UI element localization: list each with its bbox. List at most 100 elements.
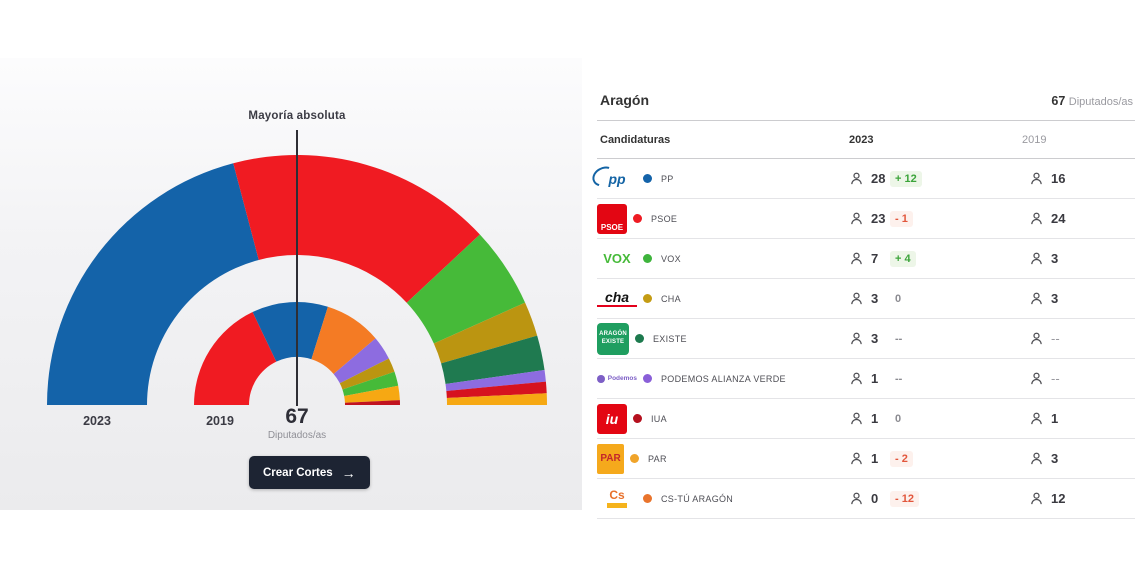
column-2019: 2019 bbox=[1022, 134, 1047, 146]
party-logo: pp bbox=[589, 162, 637, 190]
arc-2019-cs bbox=[311, 306, 376, 374]
seats-2019: 24 bbox=[1029, 211, 1065, 226]
seats-2019: 1 bbox=[1029, 411, 1058, 426]
seats-2019: -- bbox=[1029, 331, 1060, 346]
table-row: Podemos PODEMOS ALIANZA VERDE 1 -- -- bbox=[597, 359, 1135, 399]
seats-diff: + 4 bbox=[890, 250, 916, 267]
party-name: PP bbox=[661, 173, 674, 184]
total-seats-unit: Diputados/as bbox=[267, 430, 327, 441]
party-name: PODEMOS ALIANZA VERDE bbox=[661, 373, 786, 384]
seats-2019: 3 bbox=[1029, 251, 1058, 266]
party-color-dot bbox=[630, 454, 639, 463]
party-name: PSOE bbox=[651, 213, 678, 224]
results-panel: Aragón 67 Diputados/as Candidaturas 2023… bbox=[589, 88, 1135, 519]
header-total-number: 67 bbox=[1051, 94, 1066, 108]
seats-2023-value: 1 bbox=[871, 411, 879, 426]
seats-2023-value: 23 bbox=[871, 211, 886, 226]
person-icon bbox=[1031, 252, 1042, 265]
arc-2023-psoe bbox=[233, 155, 480, 303]
seats-2019-value: 3 bbox=[1051, 451, 1059, 466]
party-name: EXISTE bbox=[653, 333, 687, 344]
party-color-dot bbox=[643, 374, 652, 383]
header-total: 67 Diputados/as bbox=[1051, 94, 1133, 108]
person-icon bbox=[1031, 412, 1042, 425]
seats-2019-value: -- bbox=[1051, 331, 1060, 346]
party-logo: ARAGÓN EXISTE bbox=[597, 322, 629, 355]
person-icon bbox=[1031, 212, 1042, 225]
table-row: PSOE PSOE 23 - 1 24 bbox=[597, 199, 1135, 239]
seats-2023-value: 1 bbox=[871, 451, 879, 466]
seats-2019-value: 1 bbox=[1051, 411, 1059, 426]
arc-2019-psoe bbox=[194, 312, 277, 405]
arc-2023-iua bbox=[446, 381, 547, 398]
seats-2023: 1 bbox=[849, 411, 878, 426]
party-name: IUA bbox=[651, 413, 667, 424]
seats-2023-value: 28 bbox=[871, 171, 886, 186]
region-title: Aragón bbox=[600, 92, 649, 108]
person-icon bbox=[1031, 292, 1042, 305]
person-icon bbox=[851, 492, 862, 505]
seats-2023: 23 bbox=[849, 211, 885, 226]
seats-2019-value: 12 bbox=[1051, 491, 1066, 506]
party-logo: Podemos bbox=[597, 374, 637, 383]
seats-2019: 16 bbox=[1029, 171, 1065, 186]
seats-diff: 0 bbox=[895, 292, 902, 305]
party-color-dot bbox=[643, 294, 652, 303]
seats-diff: -- bbox=[895, 332, 903, 345]
arc-2023-cha bbox=[433, 302, 538, 364]
person-icon bbox=[1031, 172, 1042, 185]
arc-2023-pp bbox=[47, 163, 259, 405]
seats-2023-value: 1 bbox=[871, 371, 879, 386]
seats-2023-value: 0 bbox=[871, 491, 879, 506]
party-color-dot bbox=[633, 214, 642, 223]
seats-diff: - 1 bbox=[890, 210, 913, 227]
create-cortes-label: Crear Cortes bbox=[263, 466, 333, 479]
arc-2023-podemos-alianza-verde bbox=[445, 369, 546, 391]
party-name: CHA bbox=[661, 293, 681, 304]
table-column-headers: Candidaturas 2023 2019 bbox=[597, 121, 1135, 159]
table-row: cha CHA 3 0 3 bbox=[597, 279, 1135, 319]
inner-ring-year-label: 2019 bbox=[206, 414, 234, 428]
seats-diff: -- bbox=[895, 372, 903, 385]
seats-2023: 7 bbox=[849, 251, 878, 266]
outer-ring-year-label: 2023 bbox=[83, 414, 111, 428]
party-logo: Cs bbox=[597, 489, 637, 508]
party-logo: PAR bbox=[597, 443, 624, 474]
table-row: pp PP 28 + 12 16 bbox=[589, 159, 1135, 199]
column-2023: 2023 bbox=[849, 134, 874, 146]
arc-2023-par bbox=[446, 393, 547, 405]
total-seats: 67 bbox=[285, 405, 309, 428]
person-icon bbox=[851, 332, 862, 345]
majority-label: Mayoría absoluta bbox=[248, 110, 346, 122]
party-name: PAR bbox=[648, 453, 667, 464]
table-row: ARAGÓN EXISTE EXISTE 3 -- -- bbox=[597, 319, 1135, 359]
person-icon bbox=[1031, 452, 1042, 465]
party-color-dot bbox=[633, 414, 642, 423]
results-header: Aragón 67 Diputados/as bbox=[597, 88, 1135, 121]
seats-2019-value: -- bbox=[1051, 371, 1060, 386]
seats-diff: - 12 bbox=[890, 490, 919, 507]
seats-2019-value: 24 bbox=[1051, 211, 1066, 226]
party-color-dot bbox=[643, 174, 652, 183]
arc-2019-par bbox=[344, 385, 400, 403]
party-logo: iu bbox=[597, 403, 627, 434]
arc-2019-vox bbox=[342, 371, 399, 397]
seats-diff: - 2 bbox=[890, 450, 913, 467]
seats-2023: 3 bbox=[849, 291, 878, 306]
arc-2019-podemos bbox=[333, 338, 389, 384]
seats-diff: 0 bbox=[895, 412, 902, 425]
person-icon bbox=[851, 452, 862, 465]
seats-2023-value: 3 bbox=[871, 291, 879, 306]
arrow-right-icon: → bbox=[341, 464, 356, 481]
party-color-dot bbox=[643, 254, 652, 263]
create-cortes-button[interactable]: Crear Cortes → bbox=[249, 456, 370, 489]
seats-2023-value: 7 bbox=[871, 251, 879, 266]
person-icon bbox=[851, 412, 862, 425]
person-icon bbox=[851, 172, 862, 185]
arc-2023-vox bbox=[406, 234, 526, 344]
table-rows: pp PP 28 + 12 16 PSOE PSOE 2 bbox=[589, 159, 1135, 519]
seats-2019: -- bbox=[1029, 371, 1060, 386]
table-row: Cs CS-TÚ ARAGÓN 0 - 12 12 bbox=[597, 479, 1135, 519]
person-icon bbox=[851, 252, 862, 265]
